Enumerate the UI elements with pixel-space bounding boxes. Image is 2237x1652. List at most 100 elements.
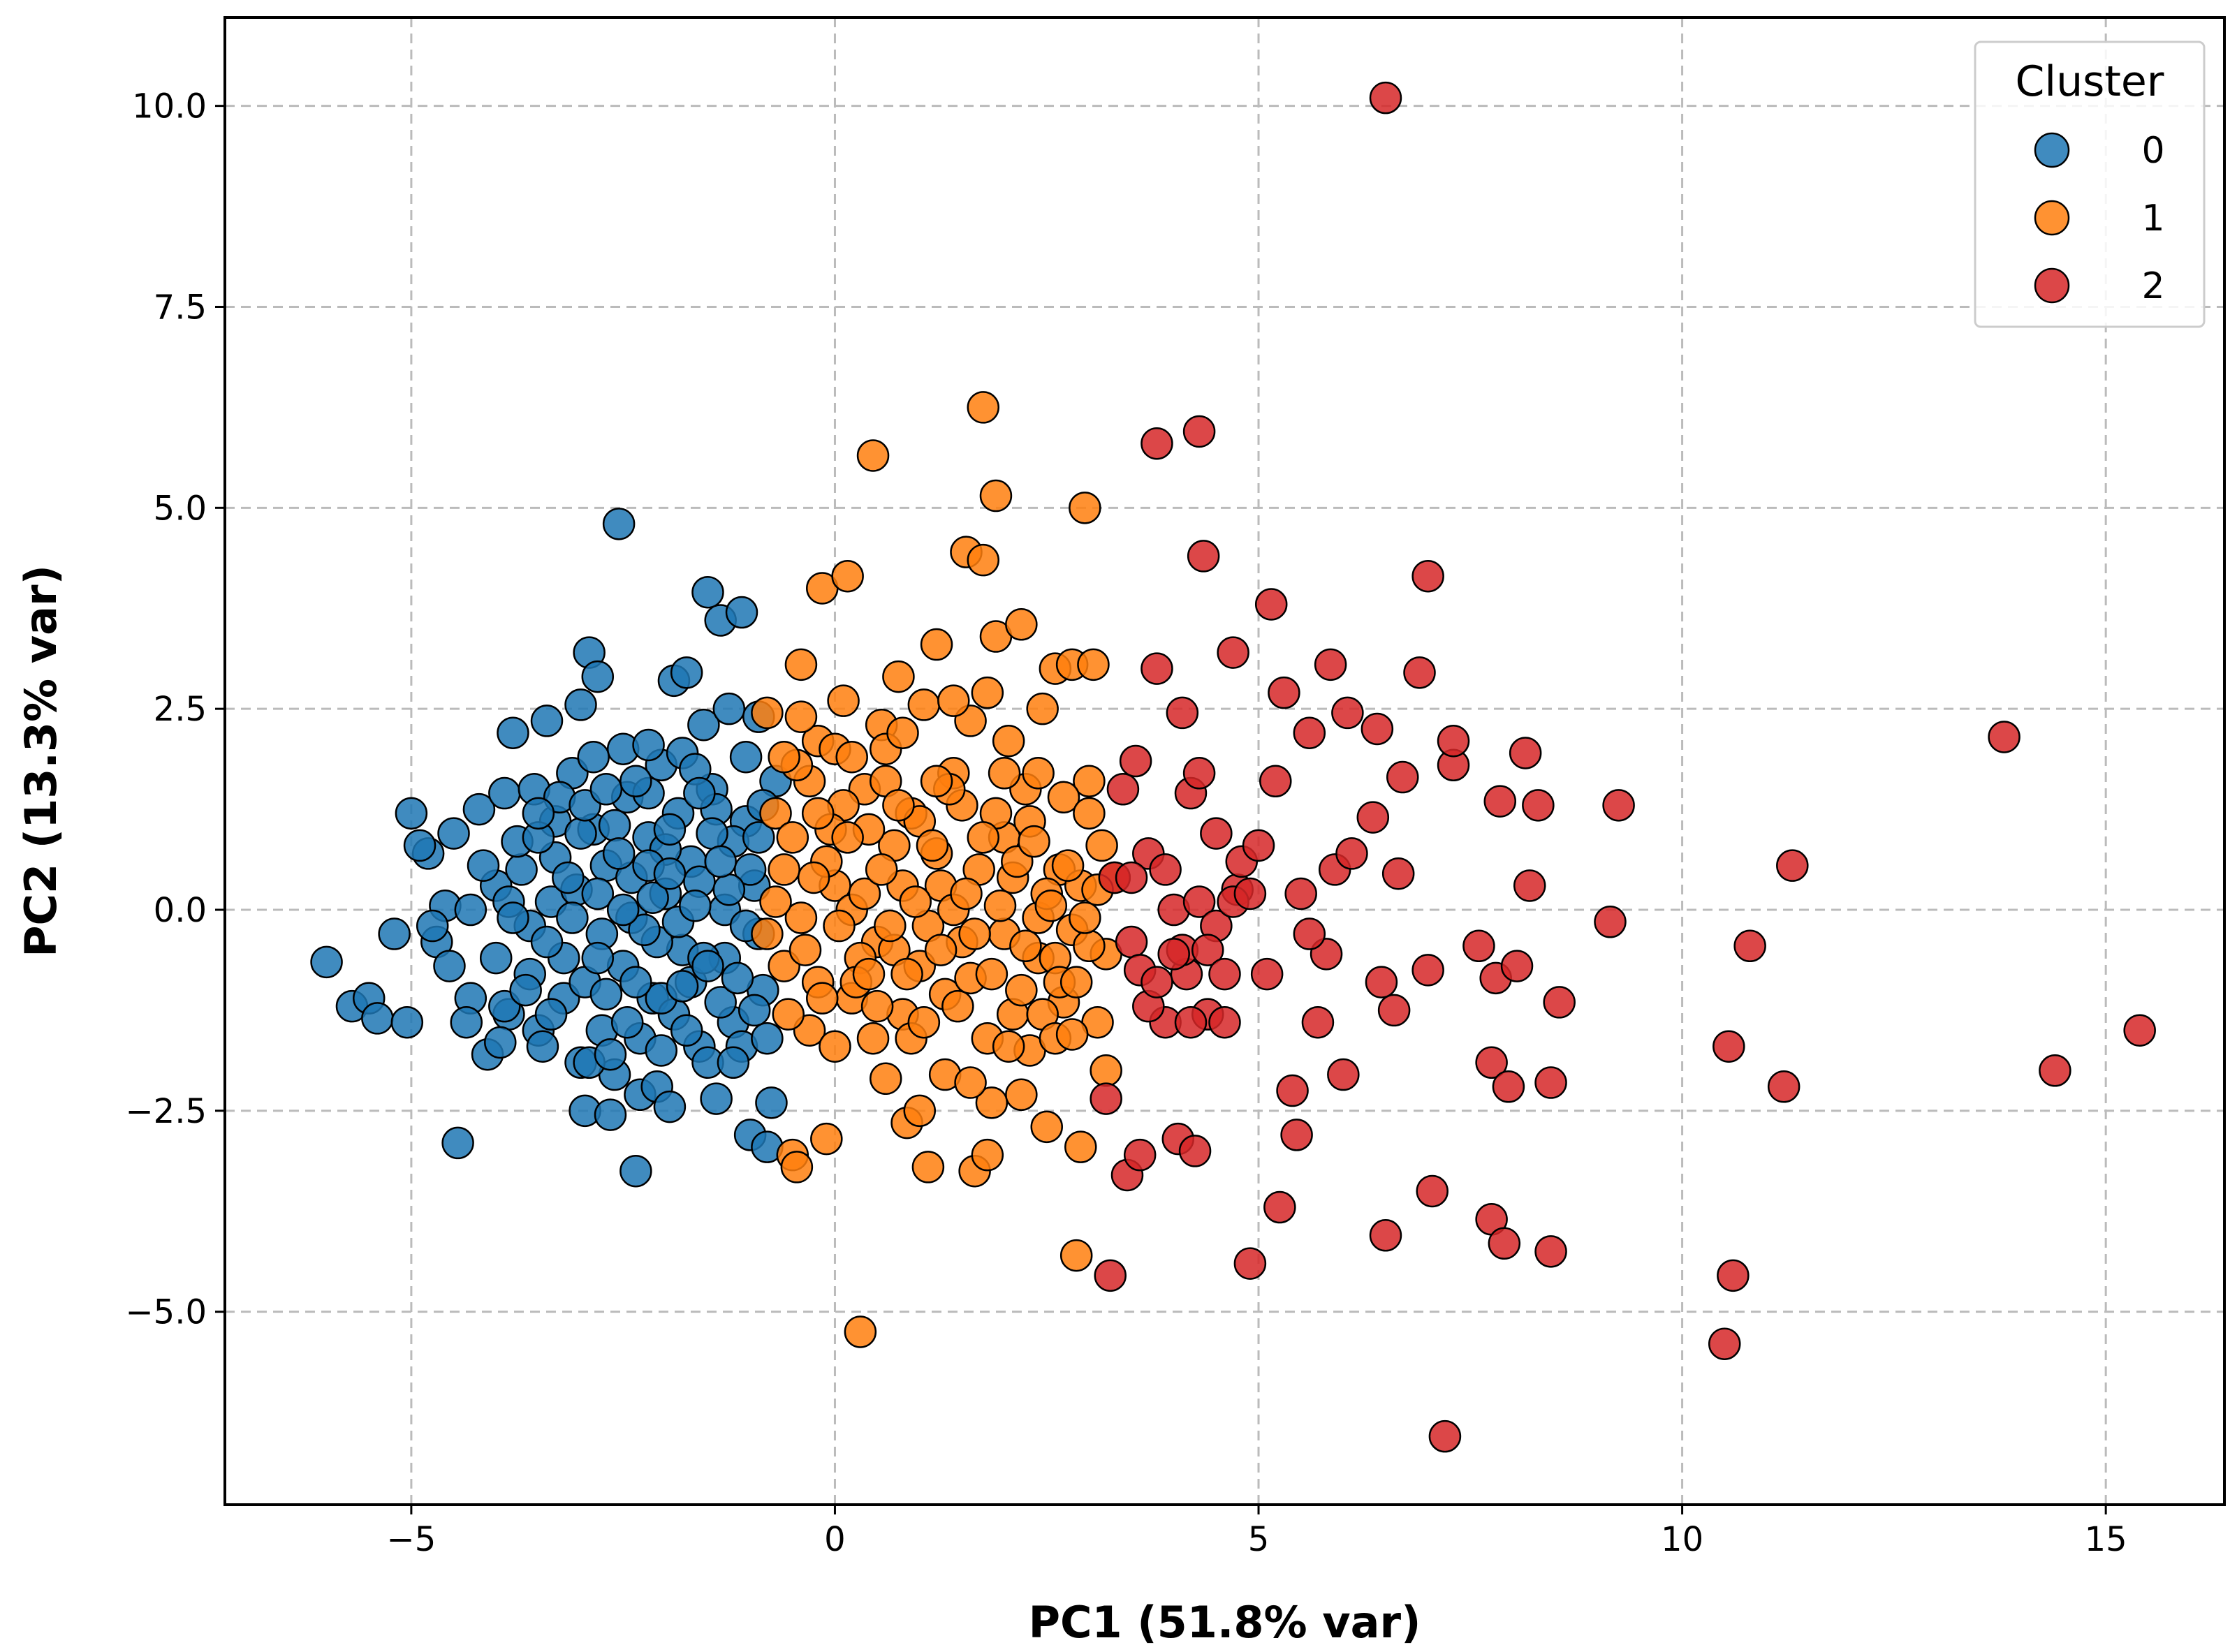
y-tick-label: 5.0 bbox=[154, 489, 207, 528]
point-cluster-2 bbox=[1708, 1327, 1741, 1360]
x-axis-title: PC1 (51.8% var) bbox=[1029, 1597, 1421, 1648]
point-cluster-1 bbox=[1005, 973, 1038, 1007]
point-cluster-0 bbox=[589, 978, 623, 1011]
point-cluster-2 bbox=[1157, 938, 1190, 971]
point-cluster-2 bbox=[1115, 861, 1148, 894]
point-cluster-2 bbox=[1166, 696, 1199, 730]
point-cluster-0 bbox=[696, 817, 728, 850]
point-cluster-0 bbox=[717, 1046, 750, 1079]
point-cluster-0 bbox=[433, 950, 466, 982]
point-cluster-1 bbox=[806, 982, 839, 1015]
point-cluster-0 bbox=[450, 1005, 483, 1039]
point-cluster-2 bbox=[1140, 427, 1173, 460]
point-cluster-2 bbox=[1488, 1227, 1521, 1260]
x-tick-label: 0 bbox=[824, 1520, 846, 1559]
point-cluster-1 bbox=[751, 917, 784, 950]
point-cluster-0 bbox=[653, 857, 687, 890]
point-cluster-2 bbox=[1767, 1070, 1800, 1103]
point-cluster-0 bbox=[534, 998, 568, 1031]
point-cluster-2 bbox=[1187, 540, 1220, 573]
point-cluster-1 bbox=[992, 724, 1025, 758]
data-points bbox=[310, 81, 2156, 1453]
point-cluster-0 bbox=[751, 1022, 784, 1055]
y-tick-label: 7.5 bbox=[154, 288, 207, 327]
point-cluster-1 bbox=[1090, 1054, 1122, 1087]
point-cluster-1 bbox=[856, 1022, 890, 1055]
point-cluster-0 bbox=[577, 740, 610, 774]
point-cluster-2 bbox=[1182, 757, 1216, 790]
point-cluster-2 bbox=[1403, 656, 1436, 689]
point-cluster-1 bbox=[950, 877, 983, 910]
point-cluster-0 bbox=[497, 901, 529, 934]
point-cluster-1 bbox=[1047, 781, 1080, 814]
point-cluster-1 bbox=[975, 957, 1009, 991]
point-cluster-0 bbox=[636, 881, 669, 914]
point-cluster-2 bbox=[1115, 925, 1148, 959]
point-cluster-1 bbox=[827, 684, 860, 717]
point-cluster-1 bbox=[797, 861, 830, 894]
point-cluster-1 bbox=[924, 934, 958, 966]
point-cluster-1 bbox=[967, 821, 1000, 854]
point-cluster-2 bbox=[1988, 721, 2020, 753]
point-cluster-0 bbox=[755, 1086, 788, 1119]
point-cluster-1 bbox=[992, 1030, 1025, 1063]
x-tick-label: −5 bbox=[387, 1520, 437, 1559]
point-cluster-1 bbox=[831, 821, 864, 854]
point-cluster-1 bbox=[975, 1086, 1009, 1119]
point-cluster-0 bbox=[619, 966, 652, 998]
point-cluster-1 bbox=[784, 700, 818, 733]
point-cluster-2 bbox=[1276, 1074, 1309, 1107]
point-cluster-1 bbox=[920, 765, 953, 798]
point-cluster-0 bbox=[683, 776, 716, 810]
y-tick-label: −5.0 bbox=[125, 1293, 207, 1332]
point-cluster-0 bbox=[395, 797, 428, 830]
point-cluster-0 bbox=[691, 575, 724, 609]
point-cluster-1 bbox=[920, 628, 953, 661]
point-cluster-2 bbox=[1149, 853, 1182, 886]
point-cluster-1 bbox=[848, 877, 881, 910]
point-cluster-0 bbox=[390, 1005, 424, 1039]
point-cluster-2 bbox=[1522, 789, 1555, 822]
point-cluster-1 bbox=[835, 740, 868, 774]
point-cluster-2 bbox=[1233, 1247, 1267, 1280]
point-cluster-2 bbox=[1602, 789, 1635, 822]
point-cluster-2 bbox=[1492, 1070, 1525, 1103]
point-cluster-1 bbox=[1085, 829, 1118, 862]
point-cluster-2 bbox=[1534, 1235, 1567, 1268]
point-cluster-0 bbox=[479, 941, 513, 975]
point-cluster-1 bbox=[865, 853, 898, 886]
point-cluster-0 bbox=[653, 1090, 687, 1123]
point-cluster-2 bbox=[1174, 1005, 1208, 1039]
point-cluster-1 bbox=[801, 797, 835, 830]
point-cluster-1 bbox=[890, 957, 923, 991]
point-cluster-0 bbox=[594, 1038, 627, 1071]
point-cluster-1 bbox=[1059, 1239, 1093, 1272]
point-cluster-2 bbox=[1534, 1066, 1567, 1099]
point-cluster-1 bbox=[768, 740, 800, 774]
point-cluster-1 bbox=[954, 1066, 987, 1099]
point-cluster-0 bbox=[721, 961, 754, 995]
point-cluster-2 bbox=[1416, 1174, 1448, 1208]
point-cluster-2 bbox=[1259, 765, 1292, 798]
point-cluster-2 bbox=[1208, 1005, 1241, 1039]
point-cluster-0 bbox=[581, 941, 615, 975]
point-cluster-2 bbox=[1280, 1119, 1313, 1151]
legend-marker-0 bbox=[2034, 132, 2070, 168]
point-cluster-0 bbox=[725, 596, 758, 629]
point-cluster-0 bbox=[606, 893, 640, 927]
point-cluster-1 bbox=[856, 439, 890, 472]
point-cluster-2 bbox=[1513, 869, 1546, 902]
point-cluster-1 bbox=[1073, 765, 1106, 798]
point-cluster-2 bbox=[1369, 81, 1402, 115]
point-cluster-2 bbox=[1106, 773, 1140, 806]
point-cluster-0 bbox=[679, 889, 712, 922]
y-tick-label: 2.5 bbox=[154, 690, 207, 729]
point-cluster-1 bbox=[1051, 849, 1085, 882]
x-tick-label: 10 bbox=[1661, 1520, 1703, 1559]
point-cluster-1 bbox=[983, 889, 1017, 922]
point-cluster-1 bbox=[784, 648, 818, 681]
point-cluster-1 bbox=[780, 1151, 814, 1183]
point-cluster-1 bbox=[1022, 757, 1055, 790]
point-cluster-2 bbox=[2039, 1054, 2071, 1087]
